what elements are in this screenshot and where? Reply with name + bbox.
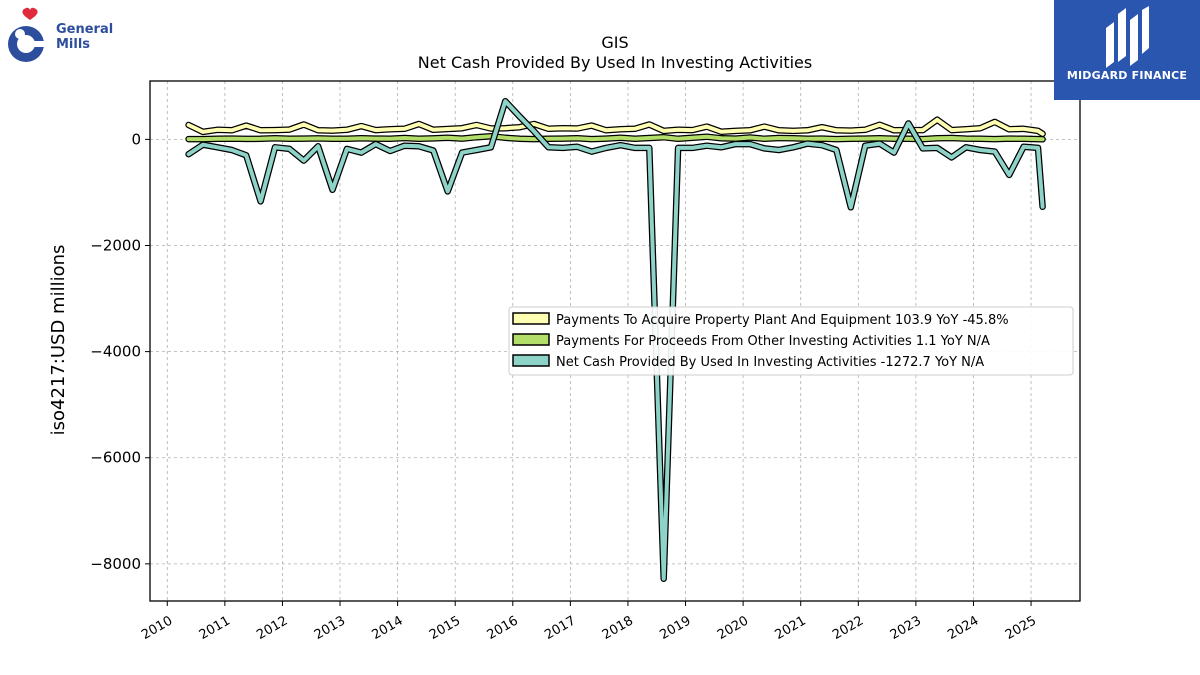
x-tick-label: 2022 [830,613,866,643]
y-tick-label: −6000 [90,449,141,467]
legend-label-other: Payments For Proceeds From Other Investi… [556,334,990,349]
x-tick-label: 2017 [542,613,578,643]
legend-frame [508,306,1074,376]
x-tick-label: 2010 [139,613,175,643]
legend-label-capex: Payments To Acquire Property Plant And E… [556,313,1009,328]
x-tick-label: 2016 [485,613,521,643]
x-tick-label: 2025 [1003,613,1039,643]
series-line-2 [185,97,1046,582]
x-tick-label: 2024 [945,613,981,643]
midgard-finance-wordmark: MIDGARD FINANCE [1066,69,1188,82]
chart-subtitle: Net Cash Provided By Used In Investing A… [418,53,812,72]
y-tick-label: 0 [131,130,141,148]
legend: Payments To Acquire Property Plant And E… [508,306,1074,376]
plot-frame [149,80,1081,602]
x-tick-label: 2012 [254,613,290,643]
legend-swatch-net [512,354,550,367]
legend-label-net: Net Cash Provided By Used In Investing A… [556,355,984,370]
legend-swatch-other [512,333,550,346]
general-mills-g-icon [8,7,44,62]
x-tick-label: 2019 [657,613,693,643]
x-tick-label: 2015 [427,613,463,643]
series-line [186,134,1045,142]
chart-title: GIS [601,33,628,52]
general-mills-wordmark-line2: Mills [56,37,91,52]
axis-ticks: 2010 2011 2012 2013 2014 2015 2016 2017 2018 2019… [90,130,1039,643]
midgard-finance-emblem-icon [1106,6,1149,68]
x-tick-label: 2018 [600,613,636,643]
x-tick-label: 2013 [312,613,348,643]
y-tick-label: −4000 [90,343,141,361]
legend-swatch-capex [512,312,550,325]
series-line-1 [185,132,1046,143]
general-mills-wordmark-line1: General [56,22,114,37]
x-tick-label: 2023 [888,613,924,643]
y-axis-label: iso4217:USD millions [48,245,69,436]
y-tick-label: −2000 [90,236,141,254]
series-line [186,99,1045,581]
x-tick-label: 2020 [715,613,751,643]
series-lines [185,97,1046,582]
general-mills-wordmark: General Mills [56,22,113,52]
general-mills-logo: General Mills [4,4,116,68]
x-tick-label: 2011 [197,613,233,643]
midgard-finance-watermark: MIDGARD FINANCE [1054,0,1200,100]
y-tick-label: −8000 [90,555,141,573]
x-tick-label: 2021 [773,613,809,643]
x-tick-label: 2014 [369,613,405,643]
